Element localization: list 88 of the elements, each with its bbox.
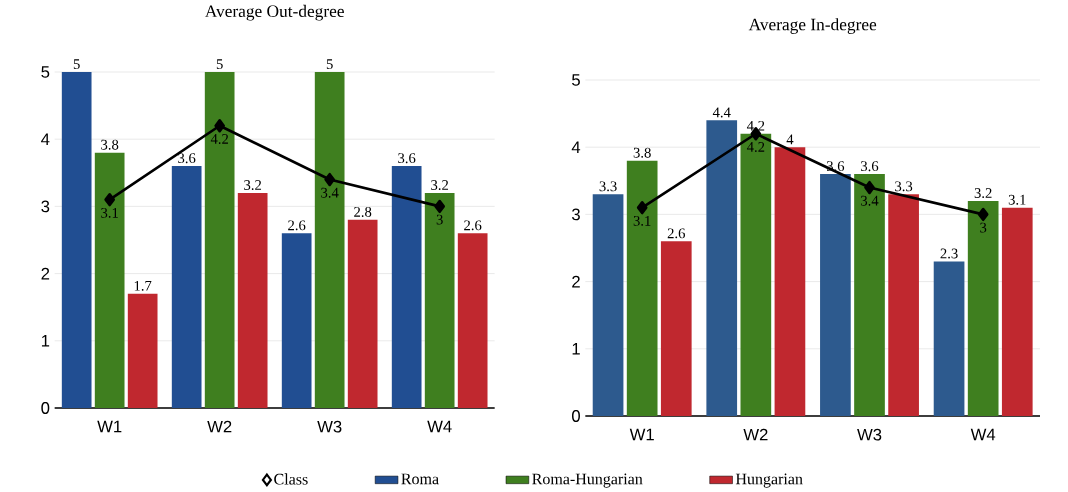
data-label: 3 <box>436 214 443 225</box>
data-label: 2.6 <box>288 220 306 231</box>
y-tick-label: 3 <box>41 200 50 213</box>
data-label: 3.3 <box>895 181 913 192</box>
bar <box>888 194 919 417</box>
bar <box>171 166 202 409</box>
x-tick-label: W4 <box>970 428 996 441</box>
bar <box>706 120 738 417</box>
x-tick-label: W3 <box>317 420 342 433</box>
bar <box>774 147 806 417</box>
bar <box>854 174 885 417</box>
x-tick-label: W1 <box>629 428 654 441</box>
bar <box>237 193 268 409</box>
data-label: 4.4 <box>712 107 731 118</box>
point <box>434 199 446 214</box>
x-tick-label: W1 <box>97 420 122 433</box>
legend-label: Roma-Hungarian <box>532 473 643 488</box>
data-label: 3.2 <box>244 180 262 191</box>
data-label: 3.1 <box>1008 194 1026 205</box>
data-label: 3.6 <box>826 161 845 172</box>
data-label: 5 <box>326 59 333 70</box>
bar <box>1001 207 1033 417</box>
x-tick-label: W3 <box>857 428 882 441</box>
y-tick-label: 4 <box>571 141 581 154</box>
bar <box>127 293 158 409</box>
bar <box>314 72 345 409</box>
bar <box>626 160 658 417</box>
bar <box>281 233 312 409</box>
y-tick-label: 2 <box>572 275 580 288</box>
x-tick-label: W2 <box>743 428 768 441</box>
data-label: 2.6 <box>464 220 482 231</box>
data-label: 2.3 <box>940 248 958 259</box>
y-tick-label: 0 <box>41 402 50 415</box>
data-label: 1.7 <box>134 281 152 291</box>
data-label: 3.6 <box>861 161 879 172</box>
bar <box>424 193 455 409</box>
data-label: 5 <box>73 59 80 70</box>
chart-title: Average In-degree <box>748 18 877 35</box>
data-label: 3 <box>980 222 987 233</box>
data-label: 3.4 <box>321 187 339 198</box>
legend-label: Class <box>274 473 308 485</box>
bar <box>94 152 125 409</box>
data-label: 2.8 <box>354 207 372 218</box>
point <box>636 201 648 215</box>
data-label: 4 <box>786 134 794 145</box>
data-label: 3.3 <box>599 181 617 192</box>
bar <box>740 133 772 417</box>
bar <box>391 166 422 409</box>
y-tick-label: 0 <box>572 410 580 423</box>
bar <box>933 261 965 417</box>
bar <box>204 72 235 409</box>
y-tick-label: 2 <box>41 267 50 280</box>
point <box>864 180 875 195</box>
y-tick-label: 5 <box>41 66 50 78</box>
x-tick-label: W4 <box>427 420 452 433</box>
point <box>324 172 336 187</box>
point <box>214 119 226 133</box>
chart-title: Average Out-degree <box>204 4 344 21</box>
legend-label: Hungarian <box>735 473 803 488</box>
bar <box>61 72 92 409</box>
data-label: 5 <box>216 59 223 70</box>
data-label: 3.2 <box>431 180 449 191</box>
point <box>104 193 116 207</box>
legend-label: Roma <box>401 473 439 485</box>
bar <box>457 233 488 409</box>
data-label: 4.2 <box>210 134 229 145</box>
y-tick-label: 1 <box>572 343 580 355</box>
bar <box>592 194 624 417</box>
data-label: 3.4 <box>861 195 879 206</box>
bar <box>660 241 692 417</box>
data-label: 2.6 <box>667 228 686 239</box>
data-label: 3.6 <box>178 153 196 164</box>
x-tick-label: W2 <box>207 420 232 433</box>
bar <box>967 201 999 417</box>
bar <box>820 174 851 417</box>
data-label: 3.2 <box>974 188 992 199</box>
point <box>977 207 989 222</box>
data-label: 3.1 <box>633 216 651 226</box>
data-label: 3.1 <box>101 208 118 218</box>
y-tick-label: 4 <box>41 133 50 146</box>
data-label: 3.8 <box>101 139 119 150</box>
y-tick-label: 3 <box>571 208 580 221</box>
bar <box>347 219 378 409</box>
data-label: 3.6 <box>398 153 416 164</box>
data-label: 4.2 <box>746 142 765 153</box>
y-tick-label: 5 <box>572 74 580 86</box>
data-label: 3.8 <box>633 147 651 158</box>
y-tick-label: 1 <box>41 335 50 347</box>
